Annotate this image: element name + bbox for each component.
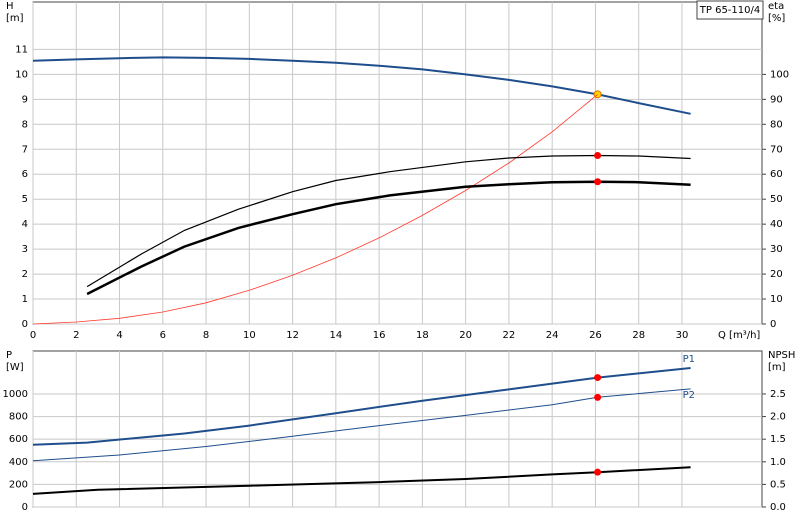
y-tick-label: 9 bbox=[22, 94, 28, 105]
plot-frame bbox=[32, 1, 763, 325]
title-box bbox=[696, 0, 764, 20]
x-tick-label: 8 bbox=[203, 330, 209, 341]
y-tick-label: 0 bbox=[22, 319, 28, 330]
x-tick-label: 26 bbox=[589, 330, 602, 341]
series-line bbox=[32, 367, 691, 446]
y2-tick-label: 50 bbox=[770, 194, 783, 205]
y2-tick-label: 70 bbox=[770, 144, 783, 155]
duty-point bbox=[594, 152, 602, 160]
y-tick-label: 200 bbox=[9, 479, 28, 490]
x-tick-label: 2 bbox=[73, 330, 79, 341]
series-line bbox=[32, 388, 691, 462]
x-tick-label: 12 bbox=[286, 330, 299, 341]
x-tick-label: 22 bbox=[503, 330, 516, 341]
y-tick-label: 0 bbox=[22, 502, 28, 513]
y-tick-label: 1000 bbox=[3, 389, 28, 400]
y-axis-label: H bbox=[6, 1, 14, 12]
series-line bbox=[86, 154, 691, 288]
x-tick-label: 16 bbox=[373, 330, 386, 341]
y2-tick-label: 30 bbox=[770, 244, 783, 255]
y2-axis-label: NPSH bbox=[768, 350, 795, 361]
duty-point bbox=[594, 468, 602, 476]
y-tick-label: 8 bbox=[22, 119, 28, 130]
x-tick-label: 24 bbox=[546, 330, 559, 341]
plot-frame bbox=[32, 350, 763, 508]
y-tick-label: 6 bbox=[22, 169, 28, 180]
y-tick-label: 3 bbox=[22, 244, 28, 255]
x-tick-label: 6 bbox=[160, 330, 166, 341]
y2-tick-label: 20 bbox=[770, 269, 783, 280]
x-tick-label: 18 bbox=[416, 330, 429, 341]
series-label: P2 bbox=[683, 390, 695, 401]
y2-axis-label: [%] bbox=[768, 13, 785, 24]
y-tick-label: 11 bbox=[15, 44, 28, 55]
x-axis-label: Q [m³/h] bbox=[718, 330, 760, 341]
y-tick-label: 800 bbox=[9, 412, 28, 423]
series-line bbox=[32, 94, 598, 325]
y2-axis-label: [m] bbox=[768, 362, 786, 373]
series-label: P1 bbox=[683, 354, 695, 365]
y-tick-label: 4 bbox=[22, 219, 28, 230]
x-tick-label: 4 bbox=[116, 330, 122, 341]
y-tick-label: 5 bbox=[22, 194, 28, 205]
y-axis-label: [m] bbox=[6, 13, 24, 24]
y-tick-label: 400 bbox=[9, 457, 28, 468]
duty-point bbox=[594, 393, 602, 401]
y-axis-label: [W] bbox=[6, 362, 24, 373]
y2-tick-label: 0 bbox=[770, 319, 776, 330]
y2-tick-label: 60 bbox=[770, 169, 783, 180]
y2-tick-label: 90 bbox=[770, 94, 783, 105]
x-tick-label: 0 bbox=[30, 330, 36, 341]
chart-title: TP 65-110/4 bbox=[699, 5, 760, 16]
y2-tick-label: 1.0 bbox=[770, 457, 786, 468]
duty-point bbox=[594, 178, 602, 186]
y2-tick-label: 0.5 bbox=[770, 479, 786, 490]
y2-tick-label: 40 bbox=[770, 219, 783, 230]
x-tick-label: 14 bbox=[329, 330, 342, 341]
y-tick-label: 7 bbox=[22, 144, 28, 155]
series-line bbox=[86, 180, 691, 296]
duty-point bbox=[594, 374, 602, 382]
y-tick-label: 1 bbox=[22, 294, 28, 305]
y2-tick-label: 80 bbox=[770, 119, 783, 130]
x-tick-label: 20 bbox=[459, 330, 472, 341]
y2-tick-label: 2.0 bbox=[770, 412, 786, 423]
y2-tick-label: 0.0 bbox=[770, 502, 786, 513]
x-tick-label: 28 bbox=[632, 330, 645, 341]
y-tick-label: 2 bbox=[22, 269, 28, 280]
y2-tick-label: 2.5 bbox=[770, 389, 786, 400]
y2-tick-label: 1.5 bbox=[770, 434, 786, 445]
y2-axis-label: eta bbox=[768, 1, 784, 12]
x-tick-label: 30 bbox=[676, 330, 689, 341]
y-tick-label: 600 bbox=[9, 434, 28, 445]
y2-tick-label: 100 bbox=[770, 69, 789, 80]
y2-tick-label: 10 bbox=[770, 294, 783, 305]
series-line bbox=[32, 466, 691, 495]
y-axis-label: P bbox=[6, 350, 12, 361]
x-tick-label: 10 bbox=[243, 330, 256, 341]
series-line bbox=[32, 56, 691, 115]
y-tick-label: 10 bbox=[15, 69, 28, 80]
